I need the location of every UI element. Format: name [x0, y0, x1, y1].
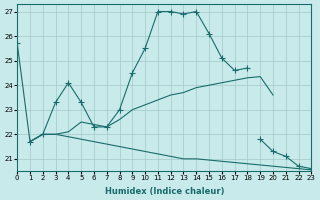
X-axis label: Humidex (Indice chaleur): Humidex (Indice chaleur) — [105, 187, 224, 196]
